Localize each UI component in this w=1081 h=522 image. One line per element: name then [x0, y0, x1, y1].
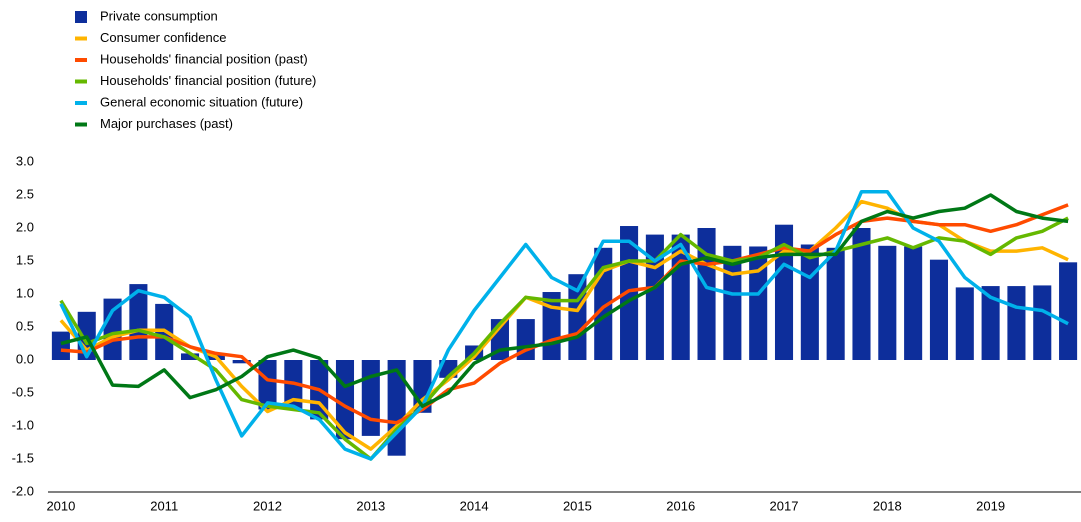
x-tick-label: 2016	[666, 498, 695, 513]
bar	[878, 245, 897, 360]
legend-label: Households' financial position (future)	[100, 73, 316, 88]
y-tick-label: 0.5	[16, 318, 34, 333]
x-tick-label: 2018	[873, 498, 902, 513]
line	[59, 189, 1069, 461]
bar	[852, 228, 871, 360]
legend-label: Consumer confidence	[100, 30, 226, 45]
x-tick-label: 2013	[356, 498, 385, 513]
y-tick-label: -0.5	[12, 384, 34, 399]
bar	[904, 246, 923, 360]
bar	[51, 331, 70, 360]
bar	[103, 298, 122, 360]
y-tick-label: -1.5	[12, 450, 34, 465]
x-tick-label: 2017	[770, 498, 799, 513]
bar	[800, 244, 819, 360]
x-tick-label: 2010	[46, 498, 75, 513]
bar	[826, 247, 845, 360]
bar	[749, 246, 768, 360]
bar	[180, 353, 200, 360]
y-tick-label: 1.5	[16, 252, 34, 267]
legend-label: General economic situation (future)	[100, 94, 303, 109]
y-tick-label: 2.5	[16, 186, 34, 201]
x-tick-label: 2012	[253, 498, 282, 513]
x-tick-label: 2014	[460, 498, 489, 513]
x-tick-label: 2015	[563, 498, 592, 513]
y-tick-label: 3.0	[16, 153, 34, 168]
legend-label: Private consumption	[100, 8, 218, 23]
bar	[955, 287, 974, 360]
bar	[774, 224, 794, 360]
y-tick-label: -1.0	[12, 417, 34, 432]
bar	[1007, 286, 1026, 360]
bar	[232, 360, 251, 364]
x-tick-label: 2011	[150, 498, 178, 513]
y-tick-label: 1.0	[16, 285, 34, 300]
x-tick-label: 2019	[976, 498, 1005, 513]
legend-label: Households' financial position (past)	[100, 51, 308, 66]
bar	[129, 284, 148, 360]
legend-swatch	[75, 11, 87, 23]
y-tick-label: 2.0	[16, 219, 34, 234]
bar	[258, 360, 277, 410]
bar	[1033, 285, 1052, 360]
bar	[981, 286, 1000, 360]
line	[60, 193, 1069, 408]
bar	[929, 259, 949, 360]
y-tick-label: 0.0	[16, 351, 34, 366]
bar	[1059, 262, 1078, 360]
y-tick-label: -2.0	[12, 483, 34, 498]
bar	[361, 360, 380, 436]
legend-label: Major purchases (past)	[100, 116, 233, 131]
line	[60, 203, 1069, 425]
